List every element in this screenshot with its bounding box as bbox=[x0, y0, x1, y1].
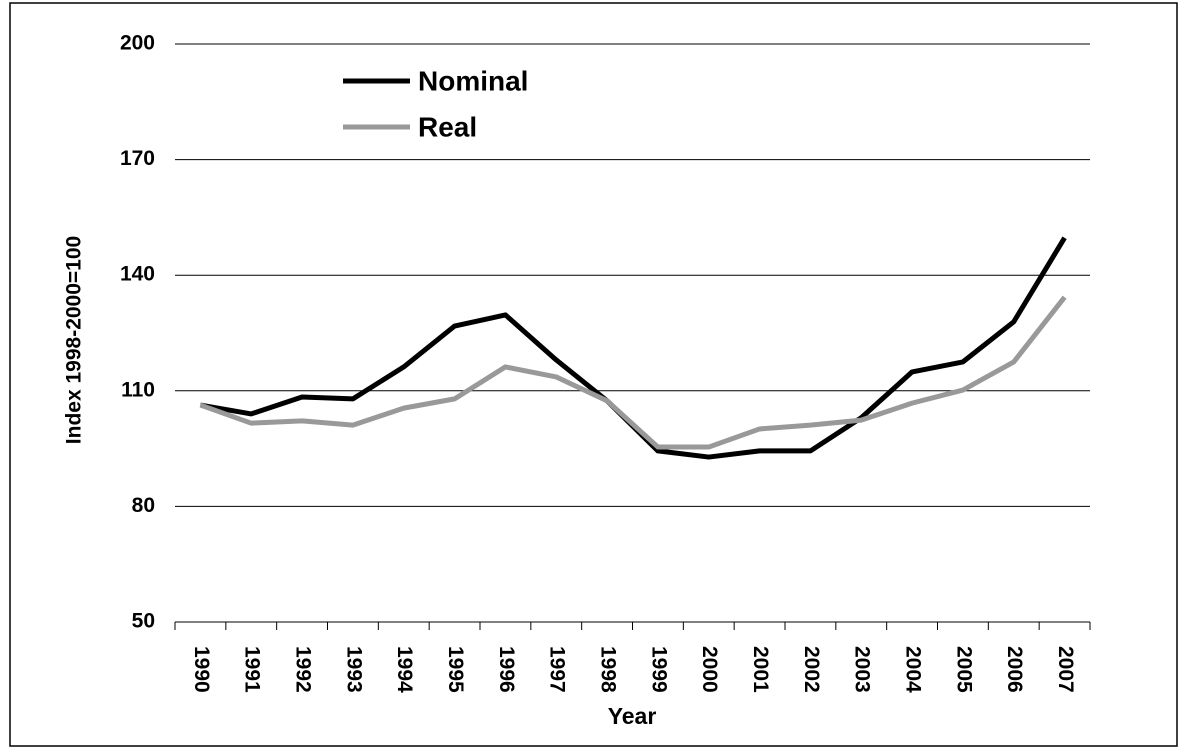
legend-label: Real bbox=[418, 111, 477, 142]
x-tick-label: 2007 bbox=[1054, 646, 1077, 693]
y-tick-label: 170 bbox=[120, 147, 155, 170]
x-tick-label: 2004 bbox=[902, 646, 925, 693]
line bbox=[199, 295, 1067, 450]
chart-border bbox=[9, 2, 1178, 747]
x-tick-label: 1993 bbox=[342, 646, 365, 693]
x-tick-label: 1990 bbox=[190, 646, 213, 693]
x-tick-label: 1998 bbox=[597, 646, 620, 693]
x-tick-label: 2006 bbox=[1003, 646, 1026, 693]
y-tick-label: 200 bbox=[120, 32, 155, 55]
x-axis-label: Year bbox=[608, 703, 657, 729]
y-tick-label: 140 bbox=[120, 263, 155, 286]
x-tick-label: 1991 bbox=[241, 646, 264, 693]
x-tick-label: 1999 bbox=[647, 646, 670, 693]
x-tick-label: 1994 bbox=[393, 646, 416, 693]
x-tick-label: 1992 bbox=[292, 646, 315, 693]
x-tick-label: 2002 bbox=[800, 646, 823, 693]
y-tick-label: 50 bbox=[132, 610, 155, 633]
x-tick-label: 2003 bbox=[851, 646, 874, 693]
x-tick-label: 1996 bbox=[495, 646, 518, 693]
x-tick-label: 2001 bbox=[749, 646, 772, 693]
x-tick-label: 2000 bbox=[698, 646, 721, 693]
x-tick-label: 2005 bbox=[952, 646, 975, 693]
y-tick-label: 110 bbox=[121, 378, 155, 401]
y-tick-label: 80 bbox=[132, 494, 155, 517]
x-tick-label: 1997 bbox=[546, 646, 569, 693]
y-axis-label: Index 1998-2000=100 bbox=[63, 236, 86, 444]
legend-label: Nominal bbox=[418, 65, 528, 96]
x-tick-label: 1995 bbox=[444, 646, 467, 693]
